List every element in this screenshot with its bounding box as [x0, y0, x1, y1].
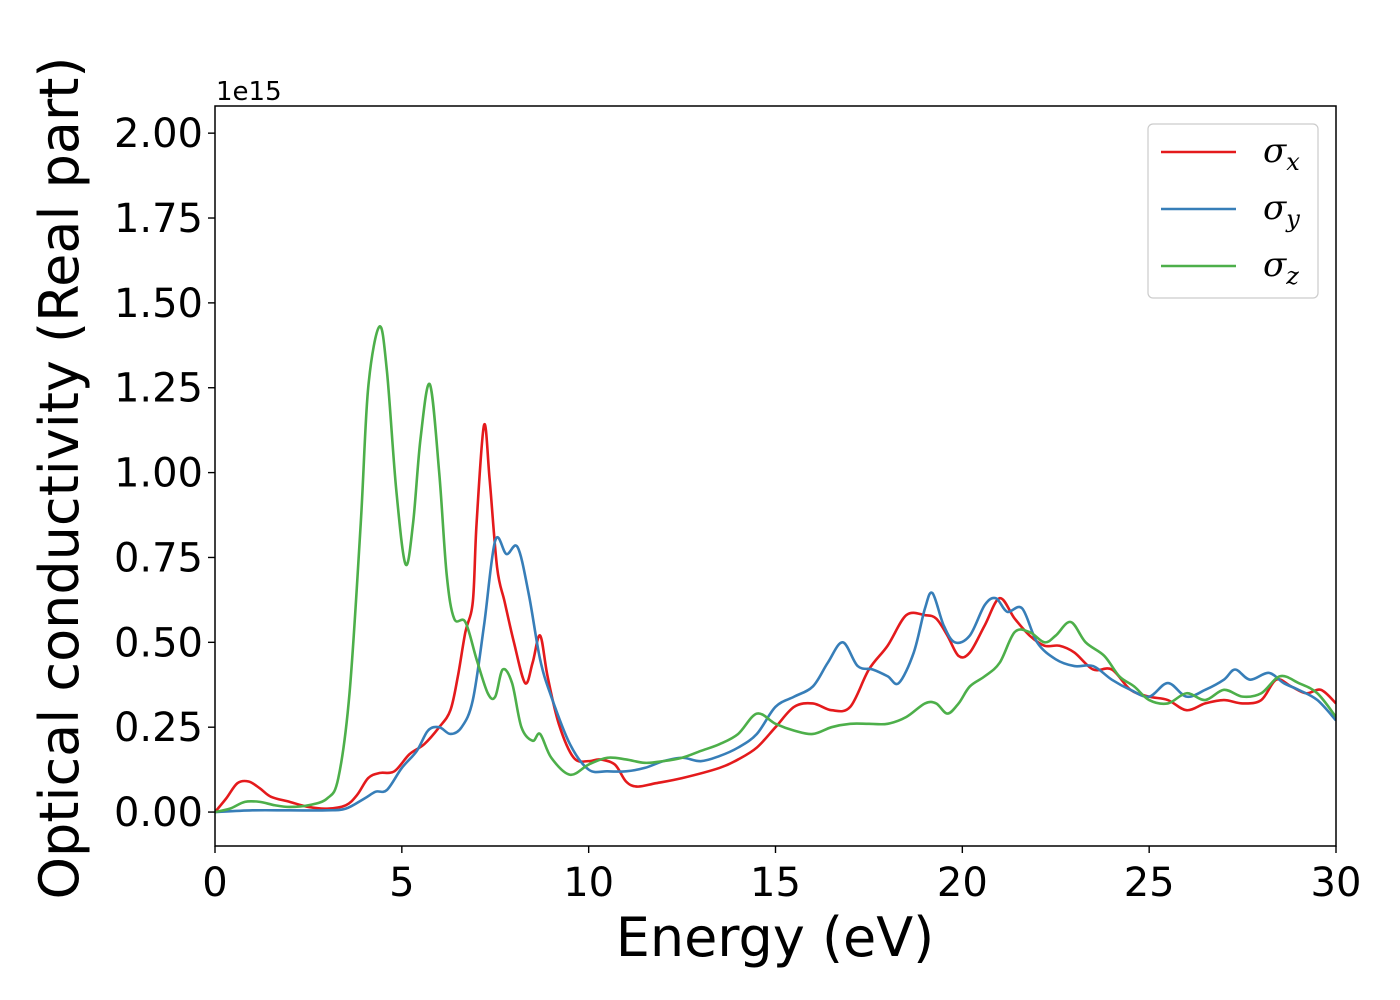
series-layer [215, 325, 1336, 814]
x-tick-label: 15 [750, 860, 801, 906]
y-tick-label: 0.25 [114, 705, 203, 751]
y-tick-label: 0.00 [114, 790, 203, 836]
x-axis: 0 5 10 15 20 25 30 [202, 846, 1361, 906]
y-tick-label: 1.25 [114, 366, 203, 412]
y-tick-label: 2.00 [114, 111, 203, 157]
y-tick-label: 0.50 [114, 620, 203, 666]
y-tick-label: 1.50 [114, 281, 203, 327]
x-tick-label: 20 [937, 860, 988, 906]
y-axis: 0.00 0.25 0.50 0.75 1.00 1.25 1.50 1.75 2.00 [114, 111, 215, 836]
x-tick-label: 25 [1124, 860, 1175, 906]
series-line-z [215, 325, 1336, 814]
x-tick-label: 30 [1311, 860, 1362, 906]
x-tick-label: 0 [202, 860, 227, 906]
series-line-x [215, 422, 1336, 813]
y-tick-label: 1.00 [114, 451, 203, 497]
x-tick-label: 5 [389, 860, 414, 906]
y-tick-label: 1.75 [114, 196, 203, 242]
y-axis-label: Optical conductivity (Real part) [28, 57, 91, 900]
y-offset-label: 1e15 [216, 77, 282, 107]
series-line-y [215, 536, 1336, 814]
x-axis-label: Energy (eV) [616, 906, 935, 969]
legend-box [1147, 123, 1319, 299]
x-tick-label: 10 [563, 860, 614, 906]
y-tick-label: 0.75 [114, 535, 203, 581]
